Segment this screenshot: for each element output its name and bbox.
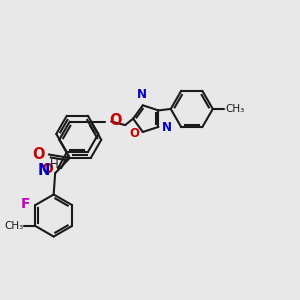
Text: O: O xyxy=(32,147,44,162)
Text: O: O xyxy=(109,113,122,128)
Text: F: F xyxy=(21,197,30,211)
Text: N: N xyxy=(137,88,147,101)
Text: H: H xyxy=(50,158,59,172)
Text: CH₃: CH₃ xyxy=(225,104,244,114)
Text: O: O xyxy=(41,162,53,176)
Text: N: N xyxy=(162,121,172,134)
Text: CH₃: CH₃ xyxy=(4,221,23,231)
Text: O: O xyxy=(129,127,139,140)
Text: N: N xyxy=(38,163,50,178)
